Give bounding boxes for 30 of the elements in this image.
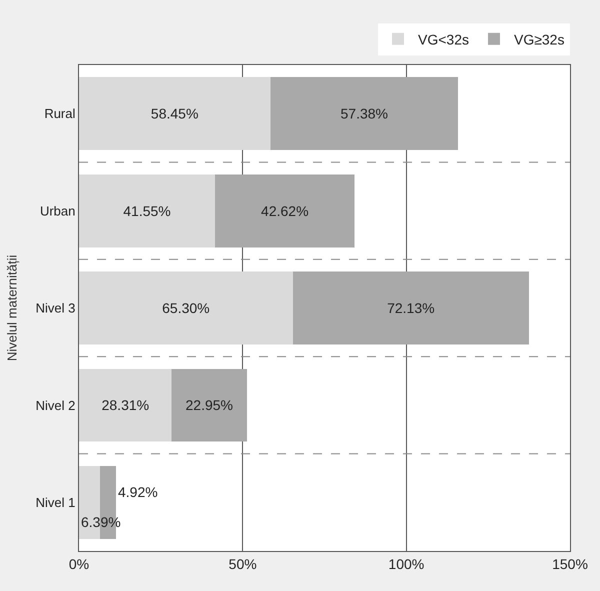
y-tick-label: Nivel 2 [36,398,76,413]
x-tick-label: 50% [228,556,257,572]
data-label: 65.30% [162,300,210,316]
bar [172,368,247,442]
bar [79,174,216,248]
y-tick-label: Rural [44,106,76,122]
y-axis-title: Nivelul maternității [4,254,20,362]
data-label: 4.92% [118,484,158,500]
data-label: 28.31% [102,397,150,414]
bar [79,77,270,150]
bar [270,77,458,150]
bar [79,272,293,344]
legend-label: VG≥32s [514,31,564,48]
y-tick-label: Nivel 1 [36,494,76,510]
x-tick-label: 0% [68,556,90,572]
y-tick-label: Urban [40,203,76,218]
data-label: 57.38% [340,106,388,122]
data-label: 72.13% [387,300,435,316]
bar [292,272,529,344]
data-label: 42.62% [261,202,309,219]
data-label: 6.39% [81,514,121,530]
data-label: 22.95% [185,397,233,414]
data-label: 58.45% [150,106,198,122]
x-tick-label: 100% [388,556,424,572]
data-label: 41.55% [123,202,171,219]
legend-label: VG<32s [418,31,469,48]
bar [215,174,355,248]
x-tick-label: 150% [552,556,588,572]
y-tick-label: Nivel 3 [36,300,76,316]
bar [79,368,172,442]
